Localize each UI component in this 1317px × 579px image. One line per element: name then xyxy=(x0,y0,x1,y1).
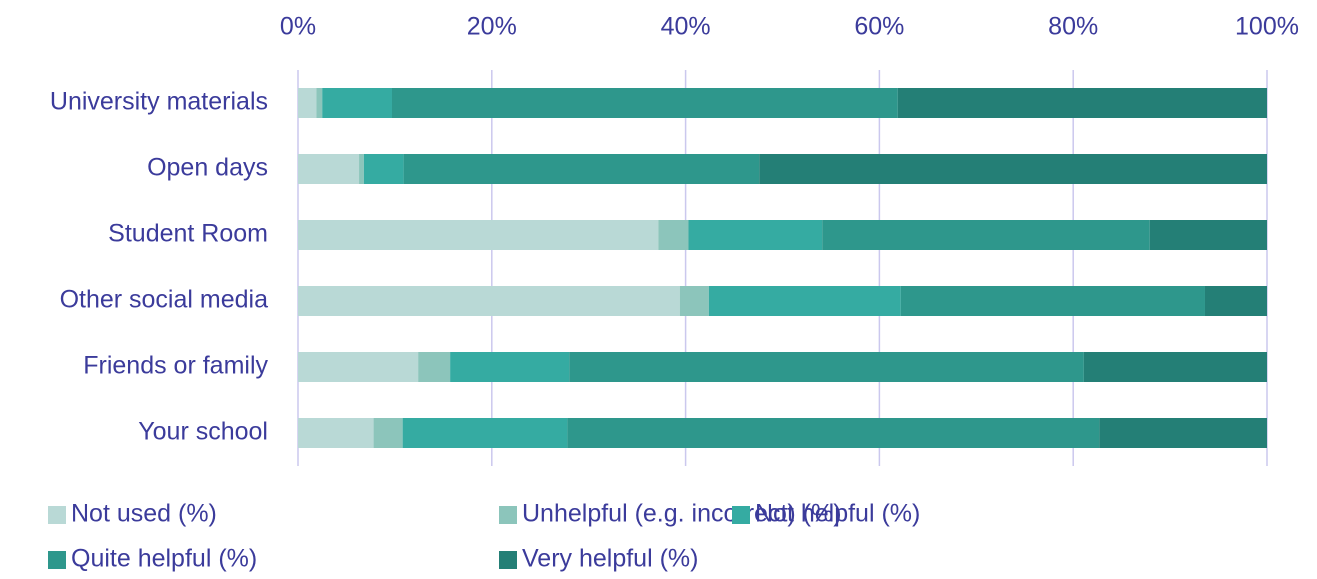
bar-segment xyxy=(322,88,392,118)
legend-label: Quite helpful (%) xyxy=(71,545,257,573)
x-tick-label: 100% xyxy=(1235,13,1299,41)
bar-segment xyxy=(298,220,659,250)
bar-segment xyxy=(1099,418,1267,448)
legend-label: Not used (%) xyxy=(71,500,217,528)
bar-segment xyxy=(298,352,419,382)
x-tick-label: 80% xyxy=(1048,13,1098,41)
bar-segment xyxy=(759,154,1267,184)
bar-segment xyxy=(298,154,360,184)
bar-segment xyxy=(298,88,317,118)
category-label: Friends or family xyxy=(83,352,268,380)
legend-swatch xyxy=(48,506,66,524)
bar-segment xyxy=(418,352,451,382)
bar-segment xyxy=(1083,352,1267,382)
bar-segment xyxy=(708,286,901,316)
category-label: Your school xyxy=(138,418,268,446)
x-tick-label: 20% xyxy=(467,13,517,41)
bar-segment xyxy=(688,220,823,250)
bar-segment xyxy=(403,154,760,184)
bar-segment xyxy=(363,154,404,184)
bar-segment xyxy=(298,418,374,448)
legend-swatch xyxy=(499,551,517,569)
bar-segment xyxy=(897,88,1267,118)
legend-label: Not helpful (%) xyxy=(755,500,920,528)
bar-segment xyxy=(822,220,1150,250)
legend-swatch xyxy=(48,551,66,569)
x-tick-label: 60% xyxy=(854,13,904,41)
bar-segment xyxy=(402,418,568,448)
legend-swatch xyxy=(732,506,750,524)
bar-segment xyxy=(569,352,1084,382)
bar-segment xyxy=(900,286,1205,316)
bar-segment xyxy=(1204,286,1267,316)
bar-segment xyxy=(298,286,680,316)
x-tick-label: 40% xyxy=(661,13,711,41)
category-label: Open days xyxy=(147,154,268,182)
bar-segment xyxy=(316,88,323,118)
bar-segment xyxy=(450,352,570,382)
category-label: University materials xyxy=(50,88,268,116)
bar-segment xyxy=(391,88,898,118)
bar-segment xyxy=(567,418,1100,448)
bar-segment xyxy=(658,220,689,250)
legend-swatch xyxy=(499,506,517,524)
legend-label: Very helpful (%) xyxy=(522,545,698,573)
legend-label: Unhelpful (e.g. incorrect) (%) xyxy=(522,500,842,528)
bar-segment xyxy=(1149,220,1267,250)
bar-segment xyxy=(679,286,709,316)
x-tick-label: 0% xyxy=(280,13,316,41)
category-label: Other social media xyxy=(60,286,269,314)
bar-segment xyxy=(373,418,403,448)
category-label: Student Room xyxy=(108,220,268,248)
bar-segment xyxy=(359,154,364,184)
